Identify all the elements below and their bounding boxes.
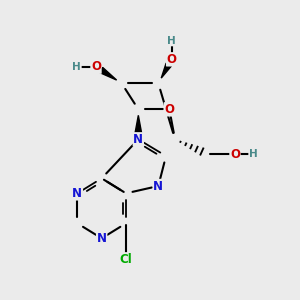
Text: O: O <box>91 60 101 73</box>
Text: H: H <box>167 36 176 46</box>
Text: N: N <box>133 133 143 146</box>
Text: O: O <box>167 53 177 66</box>
Text: O: O <box>164 103 174 116</box>
Text: Cl: Cl <box>120 253 132 266</box>
Text: H: H <box>72 62 81 72</box>
Text: N: N <box>97 232 107 245</box>
Text: H: H <box>249 149 258 159</box>
Polygon shape <box>135 115 142 133</box>
Text: N: N <box>153 179 163 193</box>
Text: N: N <box>72 187 82 200</box>
Polygon shape <box>99 68 117 80</box>
Polygon shape <box>161 63 171 78</box>
Text: O: O <box>230 148 240 160</box>
